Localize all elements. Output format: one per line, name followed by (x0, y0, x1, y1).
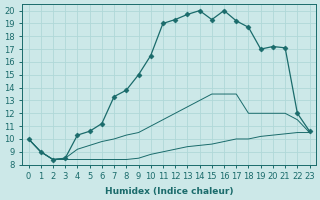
X-axis label: Humidex (Indice chaleur): Humidex (Indice chaleur) (105, 187, 233, 196)
